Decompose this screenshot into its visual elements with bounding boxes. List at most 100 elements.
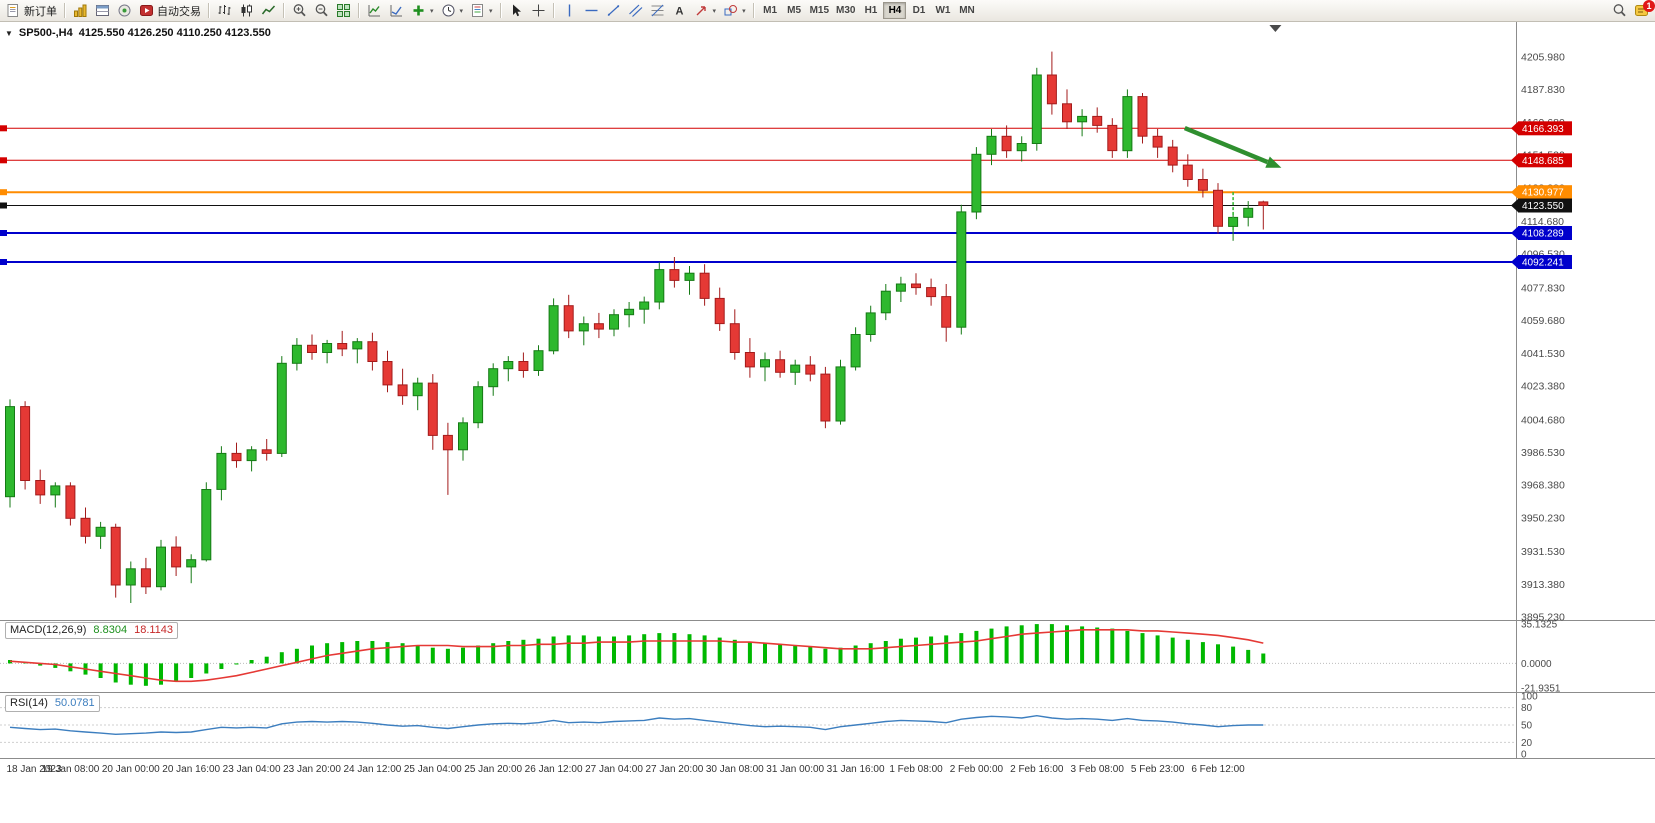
rsi-indicator-label: RSI(14) 50.0781 xyxy=(5,695,100,712)
tile-windows-icon xyxy=(337,4,350,17)
templates-button[interactable]: ▾ xyxy=(467,1,496,20)
timeframe-mn-button[interactable]: MN xyxy=(955,2,978,19)
cursor-button[interactable] xyxy=(506,1,527,20)
svg-text:31 Jan 16:00: 31 Jan 16:00 xyxy=(827,764,885,775)
zoom-out-button[interactable] xyxy=(311,1,332,20)
svg-text:27 Jan 20:00: 27 Jan 20:00 xyxy=(645,764,703,775)
chevron-down-icon: ▾ xyxy=(459,7,464,15)
template-icon xyxy=(472,4,484,17)
timeframe-w1-button[interactable]: W1 xyxy=(931,2,954,19)
chevron-down-icon: ▾ xyxy=(712,7,717,15)
svg-text:30 Jan 08:00: 30 Jan 08:00 xyxy=(706,764,764,775)
svg-text:35.1325: 35.1325 xyxy=(1521,620,1558,631)
toolbar-separator xyxy=(499,3,502,18)
tile-windows-button[interactable] xyxy=(333,1,354,20)
toolbar-separator xyxy=(358,3,360,18)
chart-ohlc-readout: 4125.550 4126.250 4110.250 4123.550 xyxy=(78,27,271,39)
autotrading-icon xyxy=(140,5,153,16)
timeframe-m30-button[interactable]: M30 xyxy=(833,2,858,19)
periods-button[interactable]: ▾ xyxy=(438,1,467,20)
channel-icon xyxy=(628,4,642,17)
svg-text:0: 0 xyxy=(1521,750,1527,761)
autotrading-label: 自动交易 xyxy=(157,5,201,18)
trendline-icon xyxy=(607,5,619,16)
vertical-line-button[interactable] xyxy=(559,1,580,20)
indicators-button[interactable] xyxy=(364,1,385,20)
arrows-tool-button[interactable]: ▾ xyxy=(691,1,720,20)
svg-text:27 Jan 04:00: 27 Jan 04:00 xyxy=(585,764,643,775)
svg-text:A: A xyxy=(675,6,683,18)
main-toolbar: 新订单 自动交易 ▾ ▾ xyxy=(0,0,1655,22)
trendline-button[interactable] xyxy=(603,1,624,20)
timeframe-h1-button[interactable]: H1 xyxy=(859,2,882,19)
svg-text:20 Jan 16:00: 20 Jan 16:00 xyxy=(162,764,220,775)
navigator-button[interactable] xyxy=(114,1,135,20)
horizontal-line-icon xyxy=(585,9,598,12)
svg-text:18 Jan 2023: 18 Jan 2023 xyxy=(6,764,61,775)
one-click-trading-toggle-icon[interactable]: ▼ xyxy=(5,28,13,38)
toolbar-separator xyxy=(283,3,285,18)
svg-text:24 Jan 12:00: 24 Jan 12:00 xyxy=(343,764,401,775)
svg-text:25 Jan 20:00: 25 Jan 20:00 xyxy=(464,764,522,775)
crosshair-button[interactable] xyxy=(528,1,549,20)
search-button[interactable] xyxy=(1609,1,1630,20)
svg-text:80: 80 xyxy=(1521,703,1533,714)
arrow-tool-icon xyxy=(696,6,706,16)
svg-text:4041.530: 4041.530 xyxy=(1521,348,1565,360)
fibonacci-button[interactable] xyxy=(647,1,668,20)
fibonacci-icon xyxy=(651,4,664,17)
svg-text:23 Jan 20:00: 23 Jan 20:00 xyxy=(283,764,341,775)
svg-text:4123.550: 4123.550 xyxy=(1522,201,1564,212)
svg-text:4148.685: 4148.685 xyxy=(1522,156,1564,167)
chart-title: ▼ SP500-,H4 4125.550 4126.250 4110.250 4… xyxy=(5,27,271,39)
horizontal-line-button[interactable] xyxy=(581,1,602,20)
svg-text:31 Jan 00:00: 31 Jan 00:00 xyxy=(766,764,824,775)
svg-text:3 Feb 08:00: 3 Feb 08:00 xyxy=(1071,764,1125,775)
vertical-line-icon xyxy=(568,4,570,17)
svg-text:4023.380: 4023.380 xyxy=(1521,381,1565,393)
zoom-in-icon xyxy=(293,4,306,17)
notifications-button[interactable]: 1 xyxy=(1631,0,1655,20)
shapes-button[interactable]: ▾ xyxy=(720,1,749,20)
timeframe-h4-button[interactable]: H4 xyxy=(883,2,907,19)
shapes-icon xyxy=(724,5,738,16)
market-watch-icon xyxy=(74,4,87,17)
svg-text:25 Jan 04:00: 25 Jan 04:00 xyxy=(404,764,462,775)
data-window-button[interactable] xyxy=(92,1,113,20)
svg-text:50: 50 xyxy=(1521,721,1533,732)
rsi-value: 50.0781 xyxy=(54,697,95,709)
svg-text:2 Feb 16:00: 2 Feb 16:00 xyxy=(1010,764,1064,775)
svg-text:5 Feb 23:00: 5 Feb 23:00 xyxy=(1131,764,1185,775)
toolbar-separator xyxy=(752,3,755,18)
bar-chart-button[interactable] xyxy=(214,1,235,20)
svg-text:4114.680: 4114.680 xyxy=(1521,216,1564,228)
channel-button[interactable] xyxy=(625,1,646,20)
zoom-in-button[interactable] xyxy=(289,1,310,20)
add-indicator-button[interactable]: ▾ xyxy=(408,1,437,20)
search-icon xyxy=(1613,4,1626,17)
price-chart-canvas[interactable]: 4205.9804187.8304169.6804151.5304133.380… xyxy=(0,22,1655,823)
new-order-button[interactable]: 新订单 xyxy=(3,1,60,20)
svg-text:100: 100 xyxy=(1521,692,1538,703)
market-watch-button[interactable] xyxy=(70,1,91,20)
toolbar-separator xyxy=(208,3,210,18)
svg-text:4092.241: 4092.241 xyxy=(1522,258,1564,269)
svg-text:4077.830: 4077.830 xyxy=(1521,282,1565,294)
line-chart-button[interactable] xyxy=(258,1,279,20)
svg-text:0.0000: 0.0000 xyxy=(1521,659,1552,670)
autotrading-button[interactable]: 自动交易 xyxy=(136,1,204,20)
svg-text:20: 20 xyxy=(1521,738,1533,749)
clock-icon xyxy=(442,4,455,17)
svg-text:2 Feb 00:00: 2 Feb 00:00 xyxy=(950,764,1004,775)
timeframe-m15-button[interactable]: M15 xyxy=(807,2,832,19)
timeframe-d1-button[interactable]: D1 xyxy=(907,2,930,19)
objects-list-button[interactable] xyxy=(386,1,407,20)
svg-text:3968.380: 3968.380 xyxy=(1521,480,1565,492)
text-button[interactable]: A xyxy=(669,1,690,20)
chevron-down-icon: ▾ xyxy=(430,7,434,15)
candlestick-chart-button[interactable] xyxy=(236,1,257,20)
timeframe-m5-button[interactable]: M5 xyxy=(783,2,806,19)
timeframe-m1-button[interactable]: M1 xyxy=(759,2,782,19)
text-icon: A xyxy=(675,6,683,18)
chevron-down-icon: ▾ xyxy=(742,7,746,15)
